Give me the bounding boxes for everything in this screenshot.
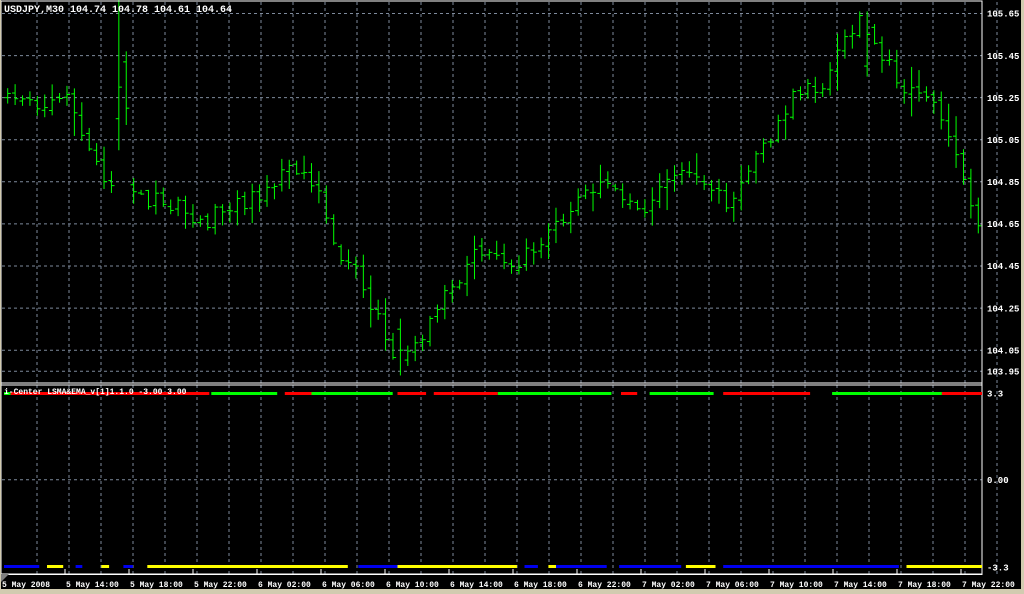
svg-text:6 May 22:00: 6 May 22:00 [578,581,631,590]
svg-text:7 May 02:00: 7 May 02:00 [642,581,695,590]
svg-text:3.3: 3.3 [987,389,1003,399]
svg-text:7 May 06:00: 7 May 06:00 [706,581,759,590]
svg-text:104.25: 104.25 [987,304,1019,314]
svg-text:105.05: 105.05 [987,136,1019,146]
svg-text:104.05: 104.05 [987,346,1019,356]
svg-text:6 May 14:00: 6 May 14:00 [450,581,503,590]
svg-text:5 May 2008: 5 May 2008 [2,581,50,590]
svg-text:5 May 14:00: 5 May 14:00 [66,581,119,590]
svg-text:5 May 22:00: 5 May 22:00 [194,581,247,590]
svg-text:7 May 18:00: 7 May 18:00 [898,581,951,590]
svg-text:5 May 18:00: 5 May 18:00 [130,581,183,590]
svg-text:USDJPY,M30 104.74 104.78 104.: USDJPY,M30 104.74 104.78 104.61 104.64 [4,5,232,16]
svg-text:104.85: 104.85 [987,178,1019,188]
svg-text:105.45: 105.45 [987,52,1019,62]
svg-text:6 May 18:00: 6 May 18:00 [514,581,567,590]
svg-text:7 May 10:00: 7 May 10:00 [770,581,823,590]
svg-text:104.65: 104.65 [987,220,1019,230]
svg-text:6 May 02:00: 6 May 02:00 [258,581,311,590]
svg-text:7 May 22:00: 7 May 22:00 [962,581,1015,590]
svg-text:105.65: 105.65 [987,10,1019,20]
svg-text:105.25: 105.25 [987,94,1019,104]
svg-text:6 May 10:00: 6 May 10:00 [386,581,439,590]
svg-text:i-Center LSMA&EMA_v[1]1.1.0 -3: i-Center LSMA&EMA_v[1]1.1.0 -3.00 3.00 [4,388,187,397]
svg-text:-3.3: -3.3 [987,564,1009,574]
svg-text:0.00: 0.00 [987,476,1009,486]
svg-text:6 May 06:00: 6 May 06:00 [322,581,375,590]
svg-text:104.45: 104.45 [987,262,1019,272]
svg-text:103.95: 103.95 [987,367,1019,377]
svg-text:7 May 14:00: 7 May 14:00 [834,581,887,590]
